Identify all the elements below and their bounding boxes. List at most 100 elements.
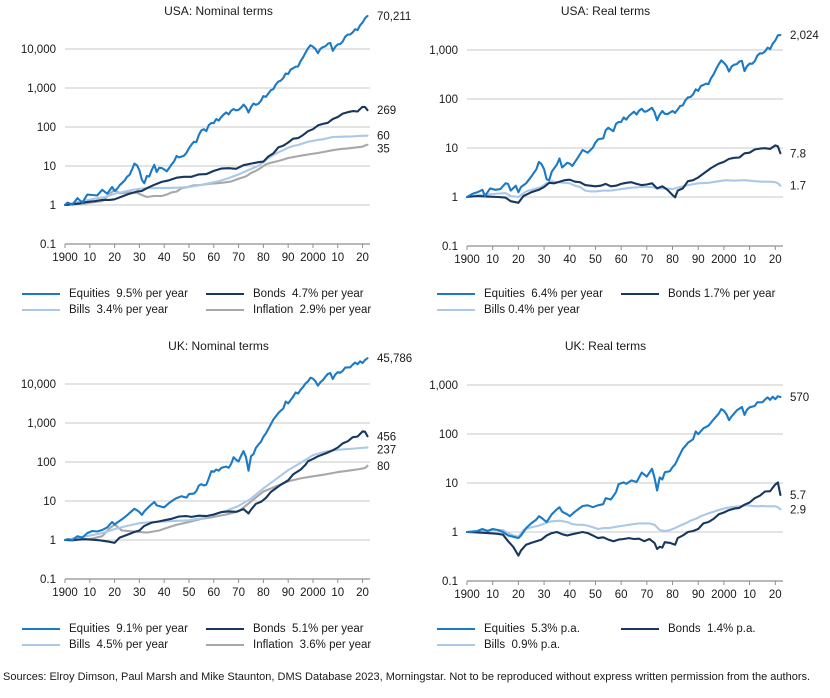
- x-axis-label: 50: [183, 252, 196, 264]
- legend-item-bonds: Bonds 1.7% per year: [621, 286, 775, 302]
- end-value-label-inflation: 80: [377, 461, 390, 473]
- x-axis-label: 40: [563, 589, 576, 601]
- legend-label-equities: Equities 9.1% per year: [69, 623, 188, 635]
- legend-label-bills: Bills 4.5% per year: [69, 639, 169, 651]
- series-line-bonds: [63, 430, 369, 544]
- x-axis-label: 60: [207, 587, 220, 599]
- charts-grid: 0.1 1 10 100 1,000 10,000 1900 10 20 30 40 50 60 70 80…: [0, 0, 830, 670]
- bonds-line-swatch: [621, 627, 659, 631]
- chart-title-usa-nominal: USA: Nominal terms: [164, 4, 273, 18]
- y-axis-label: 1,000: [429, 380, 458, 392]
- legend-item-equities: Equities 9.5% per year: [22, 286, 206, 302]
- x-axis-label: 20: [512, 254, 525, 266]
- x-axis-label: 90: [282, 252, 295, 264]
- x-axis-label: 10: [486, 254, 499, 266]
- end-value-label-bills: 2.9: [790, 504, 806, 516]
- end-value-label-bills: 60: [377, 131, 390, 143]
- x-axis-label: 2000: [711, 589, 737, 601]
- y-axis-label: 1: [50, 200, 56, 212]
- bonds-line-swatch: [206, 627, 244, 631]
- legend-label-bonds: Bonds 1.7% per year: [668, 288, 776, 300]
- x-axis-label: 2000: [711, 254, 737, 266]
- legend-item-bonds: Bonds 1.4% p.a.: [621, 621, 756, 637]
- legend-usa-real: Equities 6.4% per year Bills 0.4% per ye…: [415, 286, 775, 318]
- x-axis-label: 40: [158, 587, 171, 599]
- bills-line-swatch: [22, 643, 60, 647]
- legend-item-bonds: Bonds 4.7% per year: [206, 286, 371, 302]
- legend-label-inflation: Inflation 2.9% per year: [253, 304, 372, 316]
- x-axis-label: 70: [640, 254, 653, 266]
- x-axis-label: 10: [486, 589, 499, 601]
- legend-item-equities: Equities 5.3% p.a.: [437, 621, 621, 637]
- legend-uk-nominal: Equities 9.1% per year Bills 4.5% per ye…: [0, 621, 371, 653]
- end-value-label-bills: 1.7: [790, 181, 806, 193]
- legend-item-bills: Bills 0.9% p.a.: [437, 637, 621, 653]
- y-axis-label: 10,000: [21, 379, 56, 391]
- chart-panel-uk-real: 0.1 1 10 100 1,000 1900 10 20 30 40 50 60 70 80 90 2000…: [415, 335, 830, 670]
- end-value-label-equities: 70,211: [377, 11, 411, 23]
- series-line-equities: [465, 33, 782, 199]
- y-axis-label: 0.1: [442, 576, 458, 588]
- chart-title-uk-real: UK: Real terms: [564, 339, 647, 353]
- x-axis-label: 40: [563, 254, 576, 266]
- x-axis-label: 50: [589, 254, 602, 266]
- end-value-label-bonds: 456: [377, 431, 396, 443]
- end-value-label-bonds: 7.8: [790, 148, 806, 160]
- x-axis-label: 1900: [454, 589, 480, 601]
- chart-panel-uk-nominal: 0.1 1 10 100 1,000 10,000 1900 10 20 30 40 50 60 70 80…: [0, 335, 415, 670]
- legend-label-bonds: Bonds 4.7% per year: [253, 288, 364, 300]
- legend-item-inflation: Inflation 2.9% per year: [206, 302, 371, 318]
- chart-panel-usa-real: 0.1 1 10 100 1,000 1900 10 20 30 40 50 60 70 80 90 2000…: [415, 0, 830, 335]
- end-value-label-bills: 237: [377, 444, 396, 456]
- x-axis-label: 10: [743, 254, 756, 266]
- x-axis-label: 30: [538, 589, 551, 601]
- y-axis-label: 100: [37, 122, 56, 134]
- legend-item-bills: Bills 4.5% per year: [22, 637, 206, 653]
- bonds-line-swatch: [621, 292, 659, 296]
- bills-line-swatch: [437, 308, 475, 312]
- y-axis-label: 10: [445, 143, 458, 155]
- x-axis-label: 20: [769, 589, 782, 601]
- y-axis-label: 1,000: [429, 45, 458, 57]
- x-axis-label: 60: [207, 252, 220, 264]
- y-axis-label: 1,000: [27, 418, 56, 430]
- end-value-label-equities: 2,024: [790, 30, 819, 42]
- x-axis-label: 1900: [52, 587, 78, 599]
- y-axis-label: 10: [445, 478, 458, 490]
- legend-label-bills: Bills 3.4% per year: [69, 304, 169, 316]
- x-axis-label: 20: [356, 252, 369, 264]
- bonds-line-swatch: [206, 292, 244, 296]
- x-axis-label: 80: [666, 589, 679, 601]
- legend-label-equities: Equities 9.5% per year: [69, 288, 188, 300]
- usa-nominal-chart: 0.1 1 10 100 1,000 10,000 1900 10 20 30 40 50 60 70 80…: [21, 11, 412, 264]
- series-line-bills: [63, 446, 369, 542]
- x-axis-label: 70: [640, 589, 653, 601]
- x-axis-label: 20: [512, 589, 525, 601]
- uk-nominal-chart: 0.1 1 10 100 1,000 10,000 1900 10 20 30 40 50 60 70 80…: [21, 353, 412, 599]
- series-line-equities: [465, 395, 782, 540]
- chart-title-usa-real: USA: Real terms: [560, 4, 651, 18]
- legend-item-inflation: Inflation 3.6% per year: [206, 637, 371, 653]
- legend-item-bills: Bills 3.4% per year: [22, 302, 206, 318]
- x-axis-label: 10: [83, 252, 96, 264]
- bills-line-swatch: [437, 643, 475, 647]
- legend-label-equities: Equities 6.4% per year: [484, 288, 603, 300]
- x-axis-label: 10: [83, 587, 96, 599]
- y-axis-label: 10: [43, 496, 56, 508]
- series-line-equities: [63, 14, 369, 207]
- legend-label-equities: Equities 5.3% p.a.: [484, 623, 580, 635]
- x-axis-label: 30: [133, 252, 146, 264]
- y-axis-label: 1: [452, 192, 458, 204]
- x-axis-label: 10: [331, 587, 344, 599]
- legend-label-inflation: Inflation 3.6% per year: [253, 639, 372, 651]
- y-axis-label: 0.1: [442, 241, 458, 253]
- x-axis-label: 2000: [300, 252, 326, 264]
- end-value-label-bonds: 269: [377, 105, 396, 117]
- x-axis-label: 80: [666, 254, 679, 266]
- x-axis-label: 10: [331, 252, 344, 264]
- series-line-bills: [465, 179, 782, 199]
- y-axis-label: 0.1: [40, 574, 56, 586]
- x-axis-label: 50: [589, 589, 602, 601]
- y-axis-label: 10,000: [21, 44, 56, 56]
- x-axis-label: 80: [257, 587, 270, 599]
